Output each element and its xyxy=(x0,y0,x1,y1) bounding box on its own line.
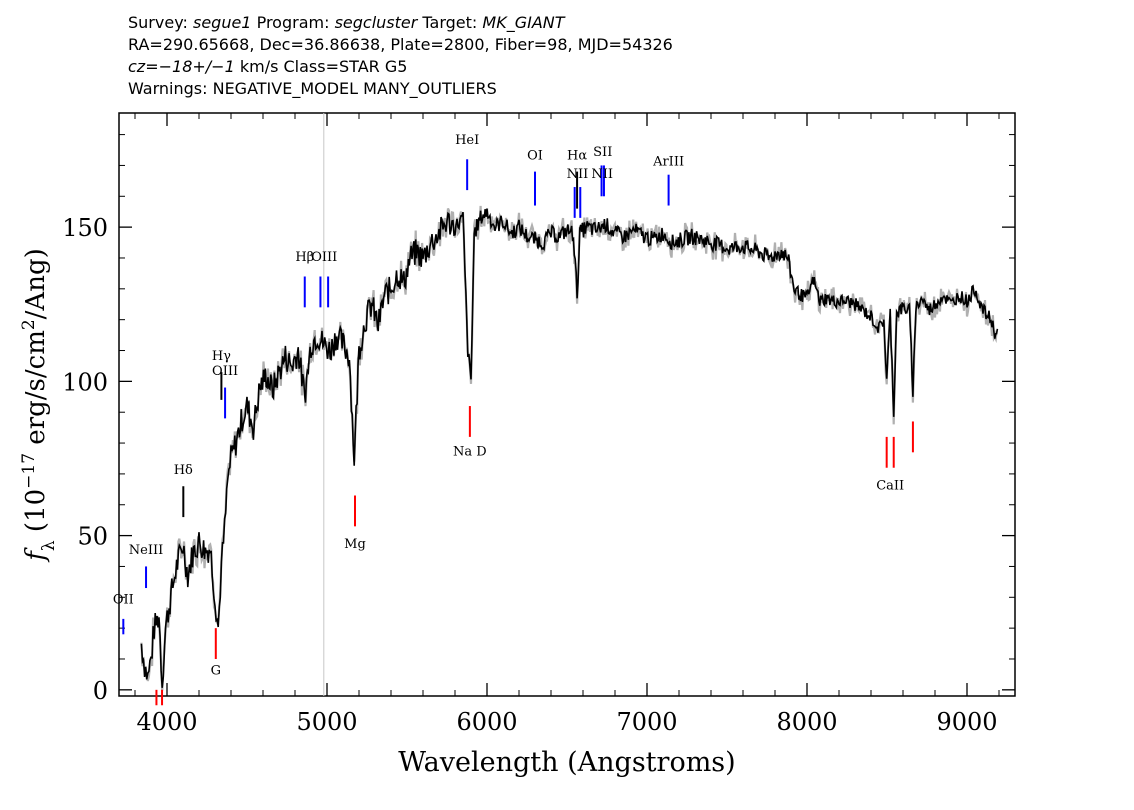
plot-border xyxy=(118,112,1016,697)
y-tick-label: 0 xyxy=(93,677,108,705)
axis-ticks xyxy=(119,113,1015,696)
x-tick-label: 4000 xyxy=(136,708,197,736)
error-band xyxy=(140,205,998,691)
y-axis-label-part: erg/s/cm xyxy=(21,330,51,453)
y-tick-label: 150 xyxy=(62,214,108,242)
y-tick-label: 50 xyxy=(77,523,108,551)
y-axis-label-part: 2 xyxy=(19,319,39,330)
line-label: OIII xyxy=(311,250,337,265)
x-tick-label: 8000 xyxy=(776,708,837,736)
line-label: Mg xyxy=(344,537,366,552)
spectrum-series xyxy=(140,208,999,688)
survey-value: segue1 xyxy=(192,13,252,32)
line-label: ArIII xyxy=(652,154,684,169)
line-label: G xyxy=(211,663,221,678)
x-tick-label: 6000 xyxy=(456,708,517,736)
line-label: HeI xyxy=(455,133,479,148)
header-line-warnings: Warnings: NEGATIVE_MODEL MANY_OUTLIERS xyxy=(128,79,497,98)
line-label: SII xyxy=(593,145,612,160)
y-axis-label: fλ (10−17 erg/s/cm2/Ang) xyxy=(19,248,59,563)
line-label: Hβ xyxy=(295,250,314,265)
spectrum-line xyxy=(140,208,999,688)
line-label: OII xyxy=(113,592,134,607)
y-axis-label-part: −17 xyxy=(19,453,39,489)
error-trace xyxy=(140,205,998,691)
line-label: Hδ xyxy=(174,463,193,478)
line-label: NeIII xyxy=(129,543,163,558)
x-tick-label: 7000 xyxy=(616,708,677,736)
x-tick-label: 9000 xyxy=(936,708,997,736)
plot-frame xyxy=(118,112,1016,697)
y-axis-label-part: (10 xyxy=(21,489,51,541)
target-value: MK_GIANT xyxy=(482,13,565,32)
x-axis-label: Wavelength (Angstroms) xyxy=(398,747,735,778)
y-axis-label-part: λ xyxy=(39,540,59,551)
line-label: Hα xyxy=(567,148,587,163)
line-label: Na D xyxy=(453,444,487,459)
line-label: OIII xyxy=(212,364,238,379)
header-line-survey: Survey: segue1 Program: segcluster Targe… xyxy=(128,13,565,32)
header-line-redshift: cz=−18+/−1 km/s Class=STAR G5 xyxy=(128,57,408,76)
x-tick-label: 5000 xyxy=(296,708,357,736)
y-axis-label-part: /Ang) xyxy=(21,248,51,319)
line-label: NII xyxy=(591,167,613,182)
line-label: OI xyxy=(527,148,543,163)
program-value: segcluster xyxy=(334,13,418,32)
spectral-line-markers: OIINeIIIHδHγOIIIHβOIIIHeIOINIIHαSIINIIAr… xyxy=(113,133,914,706)
header-line-coordinates: RA=290.65668, Dec=36.86638, Plate=2800, … xyxy=(128,35,673,54)
spectrum-header: Survey: segue1 Program: segcluster Targe… xyxy=(128,12,673,100)
y-tick-label: 100 xyxy=(62,368,108,396)
tick-labels: 4000 5000 6000 7000 8000 9000 0 50 100 150 xyxy=(62,214,997,736)
line-label: Hγ xyxy=(212,349,231,364)
line-label: CaII xyxy=(876,478,904,493)
